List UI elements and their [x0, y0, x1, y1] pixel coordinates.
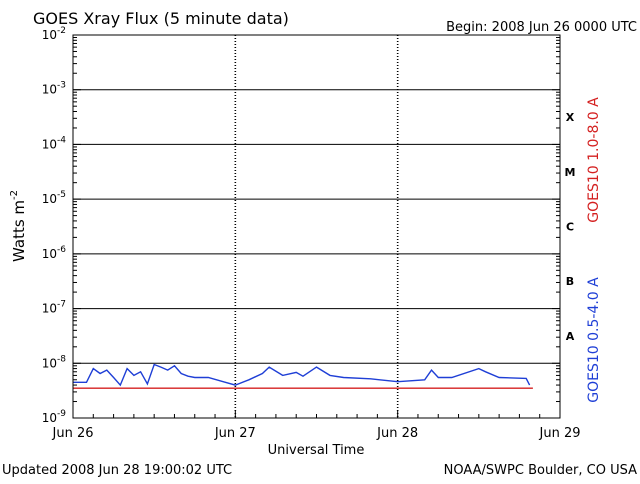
- plot-frame: [72, 34, 561, 419]
- x-tick-label: Jun 28: [376, 426, 418, 441]
- y-tick-exponent: -8: [57, 354, 66, 364]
- y-tick-label: 10-8: [42, 354, 67, 370]
- y-tick-base: 10: [42, 356, 57, 370]
- grid: [73, 35, 560, 418]
- x-tick-label: Jun 29: [539, 426, 581, 441]
- x-tick-label: Jun 27: [214, 426, 256, 441]
- y-axis-label-text: Watts m: [10, 200, 28, 262]
- x-tick-label: Jun 26: [52, 426, 94, 441]
- y-tick-base: 10: [42, 83, 57, 97]
- y-tick-base: 10: [42, 28, 57, 42]
- y-tick-exponent: -3: [57, 81, 66, 91]
- y-tick-exponent: -6: [57, 245, 66, 255]
- y-tick-exponent: -4: [57, 135, 66, 145]
- x-axis: Jun 26 Jun 27 Jun 28 Jun 29: [52, 410, 581, 441]
- y-tick-label: 10-2: [42, 26, 66, 42]
- y-axis-label-exponent: -2: [9, 190, 20, 200]
- begin-label: Begin: 2008 Jun 26 0000 UTC: [446, 20, 637, 35]
- y-tick-label: 10-4: [42, 135, 67, 151]
- flare-class-label: M: [565, 166, 576, 179]
- y-tick-base: 10: [42, 137, 57, 151]
- y-tick-exponent: -7: [57, 300, 66, 310]
- series-line-1: [73, 363, 531, 387]
- y-tick-label: 10-9: [42, 409, 67, 425]
- flare-class-labels: X M C B A: [565, 111, 576, 343]
- y-tick-exponent: -9: [57, 409, 66, 419]
- y-tick-base: 10: [42, 302, 57, 316]
- y-tick-exponent: -2: [57, 26, 66, 36]
- flare-class-label: C: [566, 221, 574, 234]
- y-tick-base: 10: [42, 411, 57, 425]
- x-axis-label: Universal Time: [268, 443, 365, 458]
- legend-series-long: GOES10 1.0-8.0 A: [586, 97, 602, 223]
- chart-title: GOES Xray Flux (5 minute data): [33, 9, 289, 28]
- series-layer: [73, 363, 533, 389]
- y-tick-exponent: -5: [57, 190, 66, 200]
- flare-class-label: A: [566, 330, 575, 343]
- y-tick-label: 10-3: [42, 81, 66, 97]
- flare-class-label: X: [566, 111, 575, 124]
- y-axis: 10-210-310-410-510-610-710-810-9: [42, 26, 560, 425]
- y-tick-label: 10-5: [42, 190, 66, 206]
- updated-timestamp: Updated 2008 Jun 28 19:00:02 UTC: [2, 463, 232, 478]
- svg-text:Watts m-2: Watts m-2: [9, 190, 28, 262]
- y-tick-base: 10: [42, 192, 57, 206]
- y-tick-label: 10-6: [42, 245, 67, 261]
- y-tick-label: 10-7: [42, 300, 66, 316]
- source-credit: NOAA/SWPC Boulder, CO USA: [444, 463, 637, 478]
- flare-class-label: B: [566, 275, 574, 288]
- legend-series-short: GOES10 0.5-4.0 A: [586, 277, 602, 403]
- y-tick-base: 10: [42, 247, 57, 261]
- y-axis-label: Watts m-2: [9, 190, 28, 262]
